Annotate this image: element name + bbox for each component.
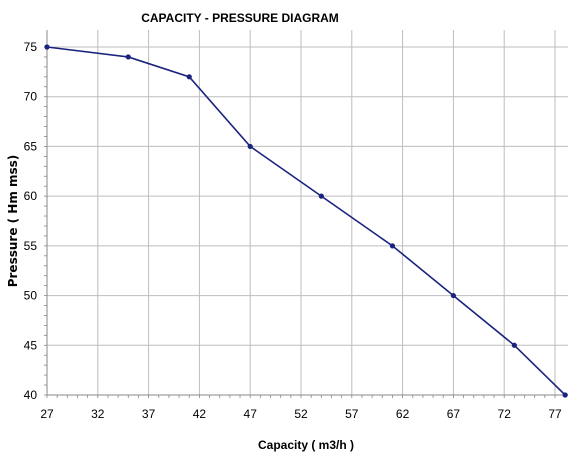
x-tick-label: 42 <box>193 407 207 421</box>
data-point <box>44 44 50 50</box>
y-tick-label: 75 <box>24 40 38 54</box>
x-tick-label: 52 <box>294 407 308 421</box>
grid <box>46 30 568 396</box>
data-point <box>318 193 324 199</box>
y-tick-label: 70 <box>24 90 38 104</box>
data-point <box>562 392 568 398</box>
data-point <box>247 143 253 150</box>
chart-title: CAPACITY - PRESSURE DIAGRAM <box>141 11 339 25</box>
data-point <box>511 342 517 348</box>
y-tick-label: 50 <box>24 289 38 303</box>
y-tick-labels: 40 45 50 55 60 65 70 75 <box>24 40 38 402</box>
data-point <box>186 74 192 80</box>
axes <box>44 30 568 398</box>
y-tick-label: 45 <box>24 338 38 352</box>
data-point <box>125 54 131 60</box>
y-tick-label: 60 <box>24 189 38 203</box>
y-tick-label: 55 <box>24 239 38 253</box>
y-axis-label: Pressure ( Hm mss) <box>6 155 20 288</box>
x-tick-label: 47 <box>244 407 258 421</box>
x-tick-labels: 27 32 37 42 47 52 57 62 67 72 77 <box>40 407 562 421</box>
x-tick-label: 57 <box>345 407 359 421</box>
x-tick-label: 32 <box>91 407 105 421</box>
y-tick-label: 40 <box>24 388 38 402</box>
series-line <box>46 46 566 396</box>
data-point <box>389 243 396 249</box>
x-tick-label: 67 <box>447 407 461 421</box>
x-axis-label: Capacity ( m3/h ) <box>258 438 354 452</box>
x-tick-label: 27 <box>40 407 54 421</box>
y-tick-label: 65 <box>24 139 38 153</box>
data-point <box>450 292 456 299</box>
x-tick-label: 77 <box>548 407 562 421</box>
x-tick-label: 62 <box>396 407 410 421</box>
series <box>44 44 568 398</box>
x-tick-label: 72 <box>498 407 512 421</box>
x-tick-label: 37 <box>142 407 156 421</box>
